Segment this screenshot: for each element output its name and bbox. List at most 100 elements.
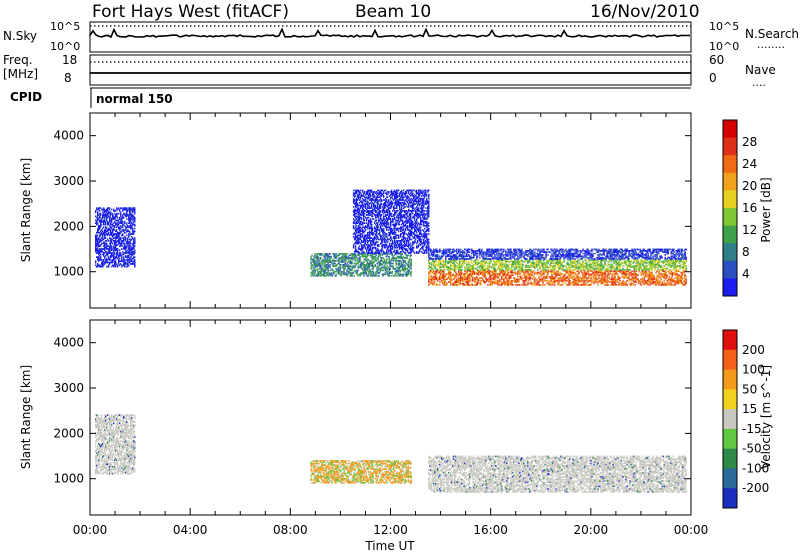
nsky-tick-bottom: 10^0 <box>50 40 80 53</box>
power-cell <box>446 283 447 285</box>
power-cell <box>486 262 487 264</box>
power-cell <box>469 251 470 253</box>
power-cell <box>501 249 502 251</box>
power-cell <box>389 256 390 258</box>
power-cell <box>546 280 547 282</box>
noise-panel: N.Sky 10^5 10^0 10^5 10^0 N.Search .....… <box>3 20 799 53</box>
power-cell <box>555 268 556 270</box>
power-cell <box>400 270 401 272</box>
power-cell <box>591 249 592 251</box>
power-cell <box>561 273 562 275</box>
power-cell <box>607 284 608 286</box>
freq-panel: Freq. [MHz] 18 8 60 0 Nave .... <box>3 53 776 89</box>
power-cell <box>597 261 598 263</box>
power-cell <box>134 245 135 247</box>
power-cell <box>124 259 125 261</box>
power-cell <box>625 260 626 262</box>
power-cell <box>359 256 360 258</box>
power-cell <box>437 284 438 286</box>
power-cell <box>588 250 589 252</box>
power-cell <box>329 264 330 266</box>
power-cell <box>409 270 410 272</box>
power-cell <box>489 265 490 267</box>
freq-label: Freq. <box>3 53 33 67</box>
power-cell <box>353 275 354 277</box>
power-cell <box>634 249 635 251</box>
power-cell <box>106 226 107 228</box>
power-cell <box>392 271 393 273</box>
power-cell <box>314 270 315 272</box>
power-cell <box>436 261 437 263</box>
power-cell <box>100 256 101 258</box>
power-cell <box>477 266 478 268</box>
power-cell <box>134 207 135 209</box>
power-cell <box>626 284 627 286</box>
power-cell <box>351 261 352 263</box>
power-cell <box>329 253 330 255</box>
power-cell <box>543 249 544 251</box>
power-cell <box>411 271 412 273</box>
power-cell <box>125 237 126 239</box>
power-cell <box>607 255 608 257</box>
power-cell <box>590 262 591 264</box>
power-cell <box>515 249 516 251</box>
power-cell <box>456 273 457 275</box>
nave-label: Nave <box>745 63 776 77</box>
power-cell <box>456 249 457 251</box>
power-cell <box>508 264 509 266</box>
nave-tick-bottom: 0 <box>709 71 717 85</box>
station-title: Fort Hays West (fitACF) <box>92 2 289 22</box>
power-cell <box>434 284 435 286</box>
power-cell <box>357 270 358 272</box>
nsearch-tick-top: 10^5 <box>709 20 739 33</box>
power-cell <box>468 261 469 263</box>
power-cell <box>460 283 461 285</box>
power-cell <box>528 283 529 285</box>
power-cell <box>542 254 543 256</box>
power-cell <box>615 284 616 286</box>
freq-unit: [MHz] <box>3 67 38 81</box>
power-cell <box>585 283 586 285</box>
power-cell <box>320 257 321 259</box>
power-cell <box>390 268 391 270</box>
power-cell <box>321 253 322 255</box>
power-cell <box>401 261 402 263</box>
power-cell <box>554 284 555 286</box>
power-cell <box>329 270 330 272</box>
power-cell <box>530 277 531 279</box>
power-cell <box>134 217 135 219</box>
power-cell <box>549 251 550 253</box>
power-cell <box>440 250 441 252</box>
power-cell <box>629 269 630 271</box>
power-cell <box>461 272 462 274</box>
power-cell <box>97 211 98 213</box>
power-cell <box>512 274 513 276</box>
power-cell <box>314 260 315 262</box>
power-cell <box>508 266 509 268</box>
power-cell <box>134 231 135 233</box>
power-cell <box>126 222 127 224</box>
power-cell <box>494 254 495 256</box>
power-cell <box>468 266 469 268</box>
power-cell <box>539 284 540 286</box>
power-cell <box>509 261 510 263</box>
power-cell <box>316 268 317 270</box>
power-cell <box>389 253 390 255</box>
power-cell <box>547 249 548 251</box>
power-cell <box>522 264 523 266</box>
power-cell <box>429 262 430 264</box>
power-cell <box>610 249 611 251</box>
power-cell <box>123 217 124 219</box>
power-cell <box>582 253 583 255</box>
power-cell <box>364 275 365 277</box>
power-cell <box>634 284 635 286</box>
power-cell <box>95 260 96 262</box>
power-cell <box>393 263 394 265</box>
power-cell <box>522 261 523 263</box>
power-cell <box>436 276 437 278</box>
power-cell <box>621 262 622 264</box>
power-cell <box>499 279 500 281</box>
power-cell <box>569 266 570 268</box>
power-cell <box>614 276 615 278</box>
